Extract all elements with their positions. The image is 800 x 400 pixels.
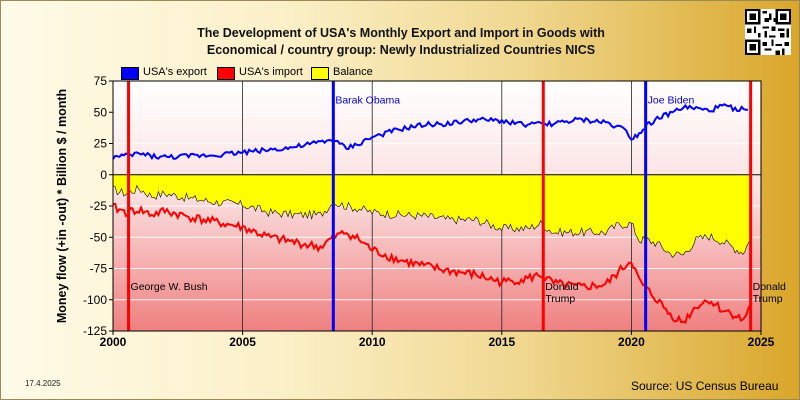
y-tick-label: 0 bbox=[100, 168, 107, 182]
event-label-3: Joe Biden bbox=[648, 95, 695, 107]
y-tick-label: 25 bbox=[94, 137, 108, 151]
chart-title-line-1: The Development of USA's Monthly Export … bbox=[197, 26, 605, 40]
event-label-1: Barak Obama bbox=[335, 95, 400, 107]
x-tick-label: 2000 bbox=[100, 335, 127, 349]
legend-swatch-export bbox=[121, 67, 139, 80]
chart-title: The Development of USA's Monthly Export … bbox=[151, 25, 651, 59]
export-line bbox=[112, 103, 748, 161]
qr-code-icon bbox=[745, 9, 791, 55]
y-tick-label: 75 bbox=[94, 74, 108, 88]
legend-label-balance: Balance bbox=[333, 66, 373, 78]
y-tick-label: -25 bbox=[90, 199, 108, 213]
event-label-2-line-2: Trump bbox=[545, 293, 575, 305]
y-tick-label: -50 bbox=[90, 230, 108, 244]
event-label-0: George W. Bush bbox=[131, 281, 208, 293]
legend-swatch-import bbox=[217, 67, 235, 80]
x-tick-label: 2020 bbox=[618, 335, 645, 349]
y-tick-label: 50 bbox=[94, 105, 108, 119]
y-tick-label: -125 bbox=[83, 324, 107, 338]
balance-area bbox=[112, 174, 751, 258]
x-tick-label: 2025 bbox=[748, 335, 775, 349]
event-label-4-line-1: Donald bbox=[753, 281, 786, 293]
y-tick-label: -75 bbox=[90, 262, 108, 276]
y-tick-label: -100 bbox=[83, 293, 107, 307]
legend-label-export: USA's export bbox=[143, 66, 207, 78]
date-stamp: 17.4.2025 bbox=[25, 379, 61, 388]
chart-title-line-2: Economical / country group: Newly Indust… bbox=[206, 43, 596, 57]
x-tick-label: 2015 bbox=[488, 335, 515, 349]
x-tick-label: 2010 bbox=[359, 335, 386, 349]
event-label-2-line-1: Donald bbox=[545, 281, 578, 293]
source-note: Source: US Census Bureau bbox=[631, 379, 779, 393]
legend-swatch-balance bbox=[311, 67, 329, 80]
legend-label-import: USA's import bbox=[239, 66, 303, 78]
x-tick-label: 2005 bbox=[229, 335, 256, 349]
event-label-4-line-2: Trump bbox=[753, 293, 783, 305]
